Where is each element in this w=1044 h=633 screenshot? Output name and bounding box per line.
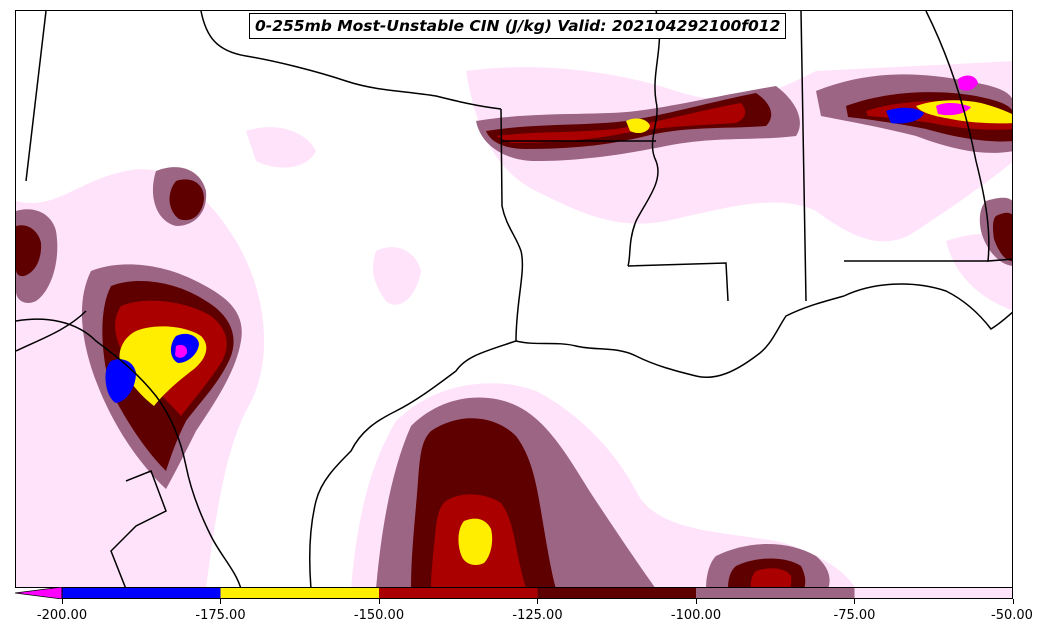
colorbar-tick-label: -175.00 <box>195 608 246 623</box>
colorbar-bin-1 <box>220 587 379 599</box>
alabama-georgia-border <box>925 11 1012 262</box>
colorbar-tick-mark <box>537 599 538 604</box>
mississippi-river <box>627 11 661 267</box>
colorbar-tick-label: -100.00 <box>670 608 722 623</box>
us-mexico-border <box>16 318 242 587</box>
colorbar-tick-mark <box>854 599 855 604</box>
colorbar-bin-4 <box>696 587 855 599</box>
colorbar-tick-mark <box>378 599 380 604</box>
colorbar-tick-mark <box>220 599 221 604</box>
geographic-boundaries <box>16 11 1012 587</box>
colorbar-tick-label: -50.00 <box>991 608 1033 623</box>
mexico-state-line <box>16 310 167 587</box>
colorbar-tick-mark <box>61 599 63 604</box>
colorbar-bin-5 <box>854 587 1013 599</box>
colorbar-tick-label: -75.00 <box>833 608 876 623</box>
mississippi-alabama-border <box>627 11 807 302</box>
colorbar-outline <box>61 587 1013 599</box>
louisiana-coastline <box>515 295 845 378</box>
colorbar-under-arrow <box>15 587 63 599</box>
texas-oklahoma-border <box>25 11 502 182</box>
colorbar <box>15 587 1013 599</box>
colorbar-tick-label: -200.00 <box>36 608 88 623</box>
map-panel <box>15 10 1013 588</box>
colorbar-tick-mark <box>1012 599 1014 604</box>
colorbar-bin-0 <box>62 587 221 599</box>
cin-field-map <box>16 11 1012 587</box>
map-title: 0-255mb Most-Unstable CIN (J/kg) Valid: … <box>249 13 787 39</box>
colorbar-tick-label: -125.00 <box>512 608 563 623</box>
colorbar-tick-mark <box>695 599 697 604</box>
gulf-coastline <box>309 340 517 587</box>
texas-louisiana-border <box>500 108 524 342</box>
florida-coastline <box>843 283 1012 330</box>
colorbar-bin-2 <box>379 587 538 599</box>
colorbar-bin-3 <box>537 587 696 599</box>
colorbar-tick-label: -150.00 <box>353 608 405 623</box>
